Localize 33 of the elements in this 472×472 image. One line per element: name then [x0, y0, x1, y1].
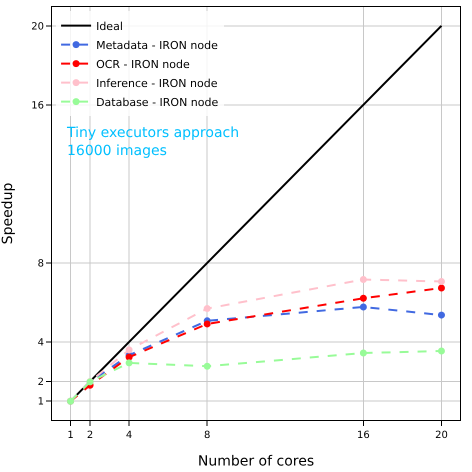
- point: [438, 348, 445, 355]
- legend-label: Inference - IRON node: [96, 76, 218, 90]
- x-tick-label: 4: [126, 430, 132, 441]
- point: [204, 305, 211, 312]
- y-tick-label: 1: [38, 396, 44, 408]
- point: [438, 312, 445, 319]
- annotation: Tiny executors approach 16000 images: [66, 125, 240, 160]
- y-tick-label: 2: [38, 376, 44, 388]
- point: [438, 284, 445, 292]
- point: [204, 320, 211, 328]
- point: [126, 346, 133, 354]
- y-tick-label: 20: [31, 21, 44, 32]
- legend-label: OCR - IRON node: [96, 58, 190, 71]
- legend-label: Database - IRON node: [96, 96, 218, 109]
- legend-label: Ideal: [96, 20, 123, 33]
- x-tick-label: 1: [67, 430, 74, 441]
- point: [360, 276, 367, 283]
- x-tick-label: 16: [357, 430, 370, 441]
- x-tick-label: 8: [204, 430, 210, 441]
- point: [204, 362, 211, 370]
- point: [126, 359, 133, 366]
- y-tick-label: 8: [38, 258, 44, 270]
- point: [438, 278, 445, 285]
- x-tick-label: 2: [86, 430, 94, 441]
- y-tick-label: 4: [38, 337, 44, 348]
- point: [360, 294, 367, 302]
- point: [360, 350, 367, 357]
- x-axis-title: Number of cores: [198, 453, 314, 470]
- y-tick-label: 16: [31, 100, 44, 112]
- y-axis-title: Speedup: [0, 182, 16, 244]
- point: [360, 303, 367, 310]
- x-tick-label: 20: [435, 430, 448, 441]
- legend-label: Metadata - IRON node: [96, 38, 218, 52]
